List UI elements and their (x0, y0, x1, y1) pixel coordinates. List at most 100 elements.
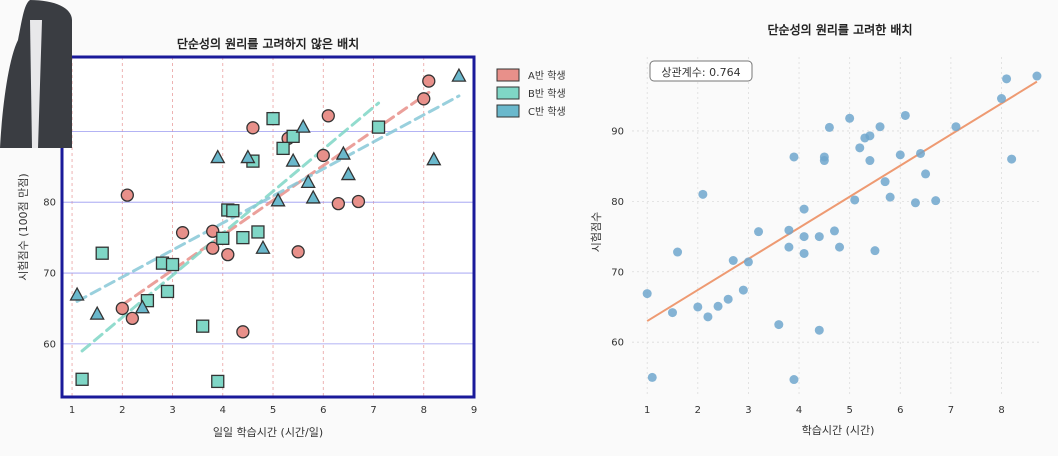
left-point-square (160, 284, 175, 299)
correlation-annotation: 상관계수: 0.764 (661, 66, 740, 79)
legend-label-a: A반 학생 (528, 70, 566, 82)
right-point (743, 257, 753, 267)
right-x-tick-label: 4 (796, 405, 802, 416)
left-point-triangle (69, 286, 85, 301)
right-point (921, 169, 931, 179)
left-point-square (216, 231, 230, 245)
right-point (1032, 71, 1042, 81)
left-point-circle (246, 121, 260, 135)
left-point-circle (115, 301, 129, 316)
right-x-tick-label: 2 (695, 405, 701, 416)
left-point-square (286, 129, 300, 143)
right-point (1002, 74, 1012, 84)
legend-swatch-a (496, 68, 520, 82)
right-point (784, 225, 794, 235)
left-point-square (165, 257, 180, 272)
right-point (880, 177, 890, 187)
left-points (69, 67, 467, 389)
left-x-ticks: 1 2 3 4 5 6 7 8 9 (69, 405, 477, 416)
right-point (997, 94, 1007, 104)
left-x-tick-label: 3 (169, 405, 175, 416)
left-point-circle (291, 245, 305, 259)
left-y-axis-label: 시험점수 (100점 만점) (17, 173, 30, 280)
right-point (845, 113, 855, 123)
left-point-circle (417, 92, 431, 106)
left-trendline (75, 94, 461, 303)
right-point (910, 198, 920, 208)
left-plot-area (62, 57, 474, 397)
right-trendline-line (646, 80, 1038, 322)
right-point (951, 122, 961, 132)
right-point (916, 148, 926, 158)
right-point (713, 301, 723, 311)
right-point (931, 196, 941, 206)
left-y-tick-label: 60 (43, 339, 56, 350)
right-x-tick-label: 6 (897, 405, 903, 416)
left-point-circle (206, 241, 220, 255)
left-point-triangle (305, 189, 321, 204)
left-point-square (211, 374, 225, 389)
right-point (723, 294, 733, 304)
left-point-square (251, 225, 265, 239)
right-point (819, 156, 829, 166)
correlation-box (649, 60, 753, 82)
left-point-square (266, 111, 280, 126)
right-y-ticks: 60 70 80 90 (611, 126, 624, 348)
right-x-tick-label: 8 (998, 405, 1004, 416)
left-point-circle (236, 325, 250, 339)
presenter-silhouette (0, 0, 72, 148)
right-point (824, 122, 834, 132)
right-point (799, 248, 809, 258)
right-point (703, 312, 713, 322)
left-y-tick-label: 80 (43, 198, 56, 209)
right-point (895, 150, 905, 160)
left-x-tick-label: 1 (69, 405, 75, 416)
right-point (865, 131, 875, 141)
right-point (855, 143, 865, 153)
left-chart-title: 단순성의 원리를 고려하지 않은 배치 (177, 36, 359, 51)
right-x-tick-label: 5 (846, 405, 852, 416)
right-chart: 단순성의 원리를 고려한 배치 1 2 3 4 5 6 7 8 60 70 80 90 상관계수: … (590, 22, 1042, 437)
right-x-tick-label: 1 (644, 405, 650, 416)
right-x-tick-label: 3 (745, 405, 751, 416)
right-point (647, 372, 657, 382)
legend-swatch-c (496, 104, 520, 118)
left-point-circle (221, 247, 235, 262)
left-legend: A반 학생 B반 학생 C반 학생 (496, 68, 566, 118)
left-point-triangle (285, 152, 301, 167)
legend-swatch-b (496, 86, 520, 100)
left-point-triangle (300, 174, 316, 189)
left-point-square (371, 120, 386, 134)
left-point-triangle (340, 166, 356, 181)
legend-label-c: C반 학생 (528, 106, 566, 118)
right-y-tick-label: 70 (611, 267, 624, 278)
left-x-tick-label: 4 (220, 405, 226, 416)
left-point-triangle (240, 149, 256, 164)
left-point-triangle (295, 118, 311, 133)
right-point (642, 289, 652, 299)
left-point-square (196, 319, 210, 333)
left-plot-frame (60, 55, 476, 399)
right-point (875, 122, 885, 132)
left-point-triangle (255, 239, 271, 254)
left-x-tick-label: 2 (119, 405, 125, 416)
left-point-circle (120, 188, 134, 202)
right-x-tick-label: 7 (948, 405, 954, 416)
left-point-circle (351, 194, 366, 209)
right-point (829, 226, 839, 236)
left-point-circle (422, 74, 436, 88)
left-x-tick-label: 9 (471, 405, 477, 416)
left-y-tick-label: 70 (43, 269, 56, 280)
left-trendline (80, 101, 381, 353)
left-point-triangle (89, 305, 105, 320)
left-x-axis-label: 일일 학습시간 (시간/일) (213, 425, 323, 439)
right-point (799, 204, 809, 214)
left-point-square (226, 204, 240, 218)
right-point (870, 246, 880, 256)
left-point-triangle (270, 192, 286, 207)
right-point (754, 227, 764, 237)
right-point (789, 152, 799, 162)
right-point (850, 195, 860, 205)
